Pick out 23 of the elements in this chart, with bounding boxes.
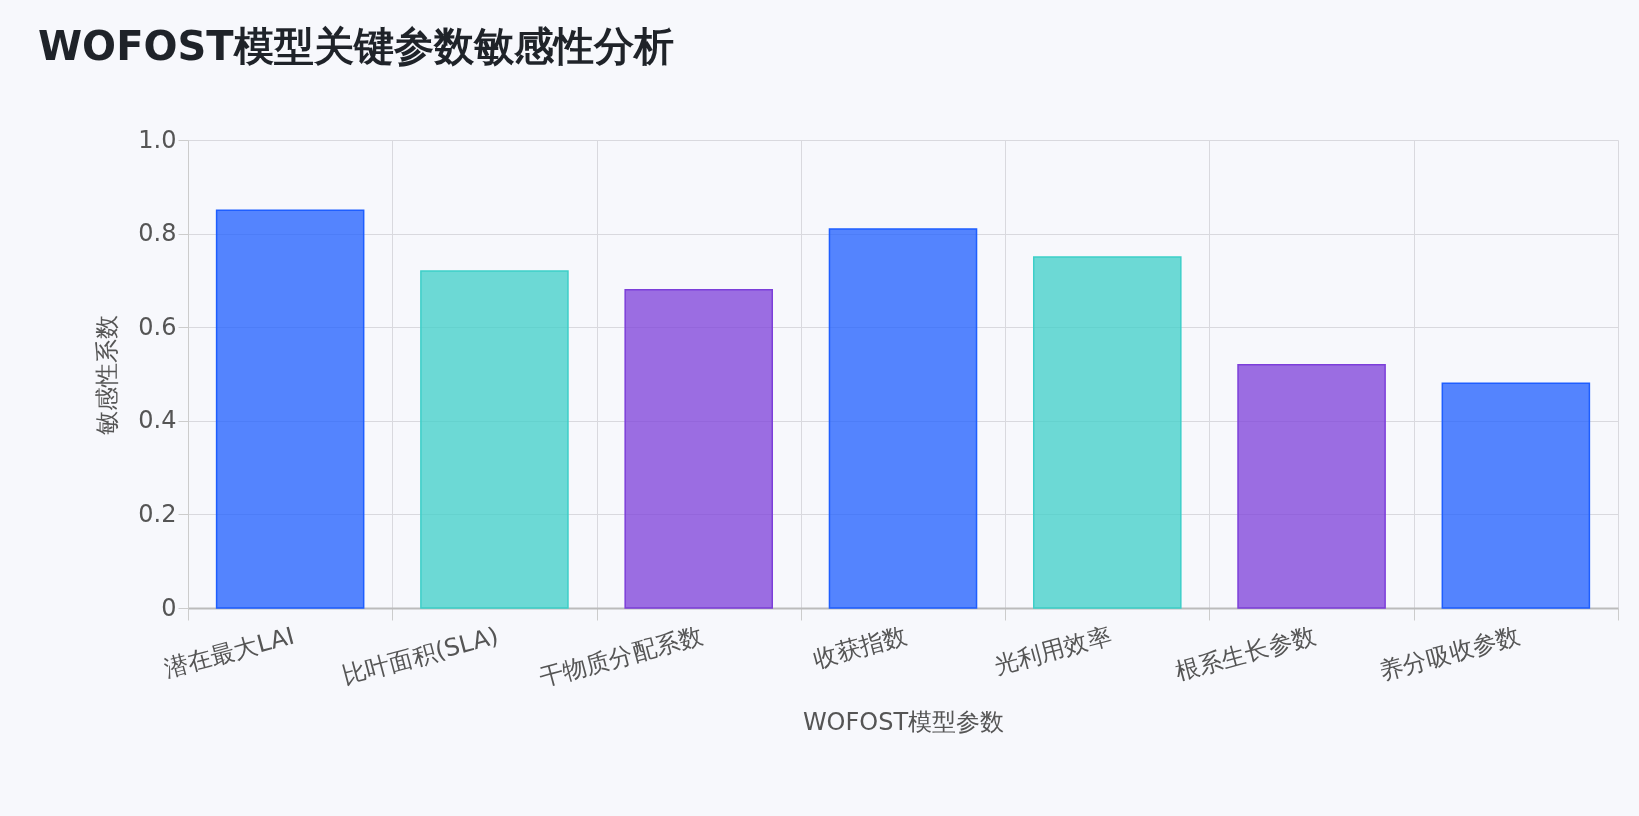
x-tick-label: 潜在最大LAI: [160, 621, 298, 684]
bar: [1441, 382, 1591, 609]
y-tick-label: 0.6: [138, 312, 177, 341]
bar: [828, 228, 978, 609]
x-tick-label: 养分吸收参数: [1376, 621, 1523, 686]
x-tick-label: 比叶面积(SLA): [339, 621, 502, 691]
y-tick-label: 0.2: [138, 499, 177, 528]
chart-title: WOFOST模型关键参数敏感性分析: [38, 23, 674, 69]
y-tick-label: 0: [161, 593, 177, 622]
bar: [1032, 256, 1182, 609]
y-tick-label: 0.8: [138, 219, 177, 248]
bar: [624, 289, 774, 609]
bar: [215, 209, 365, 609]
x-tick-label: 收获指数: [809, 621, 910, 674]
x-axis-title: WOFOST模型参数: [802, 708, 1005, 737]
y-axis-title: 敏感性系数: [93, 314, 122, 435]
y-tick-label: 0.4: [138, 406, 177, 435]
x-tick-label: 干物质分配系数: [536, 621, 706, 693]
bar: [1237, 363, 1386, 609]
bar: [420, 270, 569, 609]
x-tick-label: 根系生长参数: [1172, 621, 1319, 686]
x-tick-label: 光利用效率: [991, 621, 1115, 680]
y-tick-label: 1.0: [138, 125, 177, 154]
